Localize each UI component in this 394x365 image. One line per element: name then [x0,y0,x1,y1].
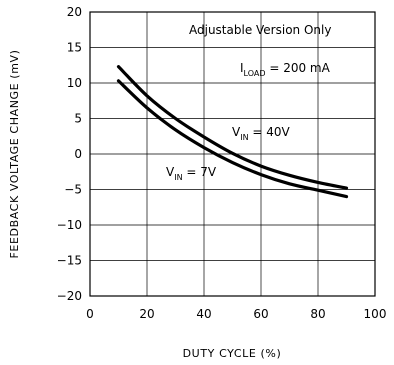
y-tick-label: −20 [57,289,82,303]
series-label-vin-40-main: V [232,125,241,139]
series-label-vin-40: VIN = 40V [232,125,291,142]
load-annotation-sub: LOAD [244,69,266,78]
y-tick-label: 15 [67,41,82,55]
x-tick-label: 0 [86,307,94,321]
load-annotation-main: I [240,61,244,75]
series-label-vin-40-rest: = 40V [249,125,291,139]
series-line-vin-40 [116,65,349,190]
y-tick-label: −15 [57,254,82,268]
plot-frame [89,11,376,297]
series-label-vin-7-main: V [166,165,175,179]
load-annotation: ILOAD = 200 mA [240,61,331,78]
version-annotation: Adjustable Version Only [189,23,331,37]
y-tick-label: 5 [74,112,82,126]
tick-labels: 0 20 40 60 80 100 20 15 10 5 0 −5 −10 −15 −20 [57,5,387,321]
y-axis-label: FEEDBACK VOLTAGE CHANGE (mV) [8,49,21,258]
series-label-vin-40-sub: IN [240,133,248,142]
x-tick-label: 20 [139,307,154,321]
series-label-vin-7: VIN = 7V [166,165,217,182]
y-tick-label: −10 [57,218,82,232]
y-tick-label: 0 [74,147,82,161]
x-tick-label: 60 [253,307,268,321]
y-tick-label: 20 [67,5,82,19]
x-tick-label: 80 [310,307,325,321]
series-label-vin-7-rest: = 7V [183,165,217,179]
x-tick-label: 40 [196,307,211,321]
y-tick-label: 10 [67,76,82,90]
series-line-vin-7 [116,79,349,199]
series-layer [116,65,349,199]
series-label-vin-7-sub: IN [174,173,182,182]
grid-lines [90,12,375,296]
load-annotation-rest: = 200 mA [266,61,331,75]
y-tick-label: −5 [64,183,82,197]
x-axis-label: DUTY CYCLE (%) [183,347,282,360]
x-tick-label: 100 [364,307,387,321]
